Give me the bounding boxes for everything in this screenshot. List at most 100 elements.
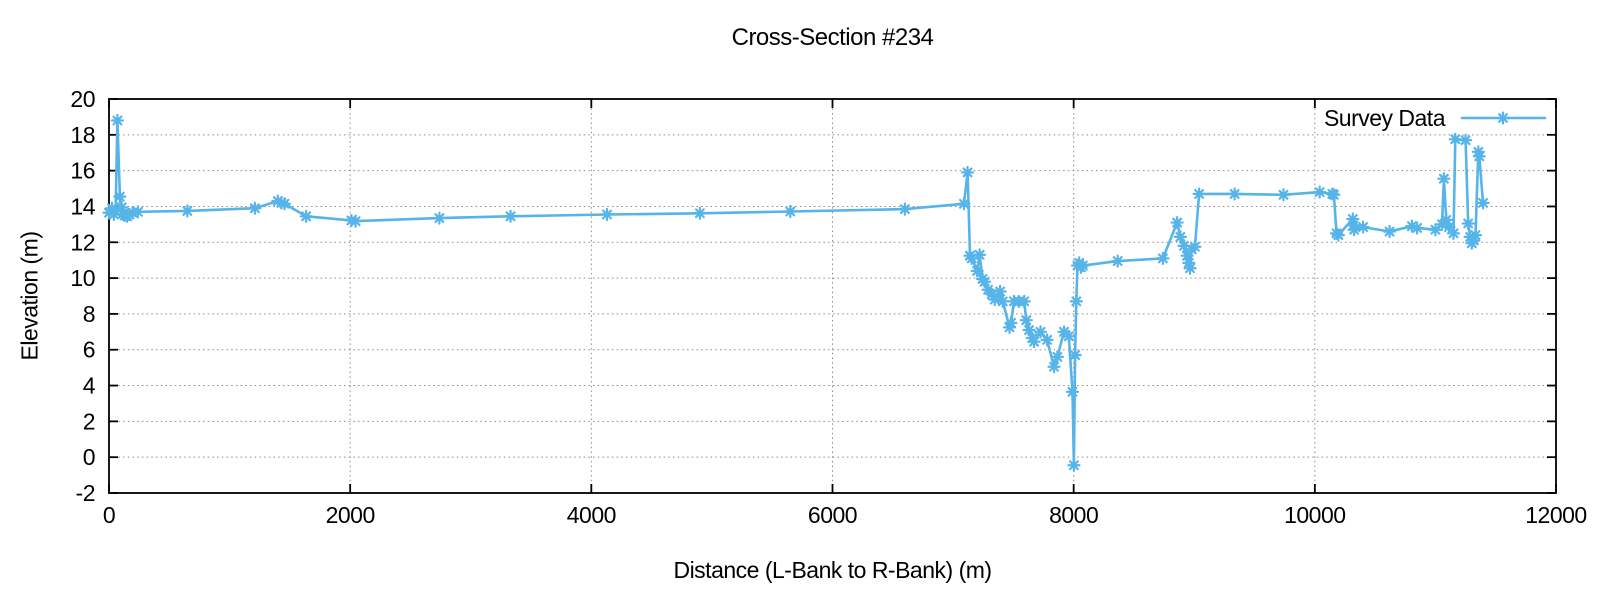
data-point-marker [1276,188,1291,202]
data-point-marker [1027,335,1041,349]
data-point-marker [1002,320,1017,334]
data-point-marker [960,165,975,180]
data-point-marker [600,207,614,222]
data-point-marker [978,275,992,289]
data-point-marker [1356,220,1370,234]
y-tick-label: 12 [70,229,95,255]
data-point-marker [271,194,285,208]
data-point-marker [988,292,1002,307]
data-point-marker [299,209,313,223]
data-point-marker [107,207,121,222]
y-tick-label: 14 [70,193,95,219]
data-point-marker [1173,230,1187,244]
data-point-marker [503,209,518,223]
y-tick-label: -2 [76,480,95,506]
data-point-marker [1313,185,1327,199]
y-tick-label: 10 [70,265,95,291]
data-point-marker [1069,294,1083,308]
y-axis-title: Elevation (m) [16,231,43,361]
data-point-marker [115,200,129,214]
x-axis-title: Distance (L-Bank to R-Bank) (m) [673,557,992,583]
data-point-marker [1472,149,1486,163]
data-point-marker [1183,261,1197,275]
data-point-marker [1156,251,1170,265]
data-point-marker [110,113,125,128]
data-point-marker [1347,223,1361,237]
data-point-marker [957,197,971,211]
tick-labels: 0 2000 4000 6000 8000 10000 12000 -2 0 2 4 6 8 10 12 14… [70,86,1587,528]
data-point-marker [1040,333,1054,347]
data-point-marker [1327,188,1341,202]
data-point-marker [1019,313,1033,327]
data-point-marker [783,204,797,219]
gridlines [109,99,1556,493]
data-point-marker [113,190,127,204]
y-tick-label: 0 [83,444,95,470]
x-tick-label: 8000 [1049,502,1098,528]
data-point-marker [1448,132,1462,146]
data-point-marker [965,251,979,265]
data-point-marker [1437,172,1451,186]
x-tick-label: 0 [103,502,115,528]
data-point-marker [1025,331,1039,345]
data-point-marker [693,206,707,220]
data-point-marker [1461,216,1475,231]
data-point-marker [180,204,194,218]
series-markers [102,113,1490,472]
plot-border-and-ticks [108,98,1557,494]
y-tick-label: 8 [83,301,95,327]
data-point-marker [996,294,1010,308]
data-point-marker [898,202,912,216]
x-tick-label: 4000 [567,502,616,528]
legend-key [1460,111,1547,125]
data-point-marker [1004,316,1018,330]
y-tick-label: 20 [70,86,95,112]
data-point-marker [1180,249,1194,263]
y-tick-label: 4 [83,373,96,399]
data-point-marker [1177,239,1191,253]
data-point-marker [1111,254,1125,268]
data-point-marker [1067,458,1081,472]
data-point-marker [985,287,999,301]
data-point-marker [1188,240,1202,254]
data-point-marker [1076,258,1090,273]
data-point-marker [1057,325,1071,339]
data-point-marker [1047,360,1061,374]
y-tick-label: 18 [70,122,95,148]
data-point-marker [1033,325,1048,339]
data-point-marker [1439,213,1453,227]
data-point-marker [1228,187,1242,201]
series-survey-data [102,113,1490,472]
series-line [107,119,1485,467]
data-point-marker [973,248,987,262]
data-point-marker [1068,348,1082,362]
data-point-marker [1446,226,1461,240]
x-tick-label: 10000 [1284,502,1345,528]
data-point-marker [248,201,262,215]
x-tick-label: 6000 [808,502,857,528]
data-point-marker [1331,228,1345,242]
data-point-marker [1170,215,1184,230]
data-point-marker [1017,294,1031,308]
data-point-marker [1050,350,1064,364]
data-point-marker [1468,228,1483,242]
data-point-marker [131,205,145,219]
y-tick-label: 6 [83,337,95,363]
data-point-marker [1442,220,1456,234]
data-point-marker [1062,329,1076,343]
data-point-marker [348,214,363,228]
data-point-marker [970,264,984,278]
data-point-marker [432,211,446,225]
data-point-marker [1192,187,1206,201]
data-point-marker [1467,233,1481,248]
data-point-marker [1410,221,1424,235]
data-point-marker [1382,224,1397,239]
x-tick-label: 2000 [326,502,375,528]
y-tick-label: 2 [83,408,95,434]
legend-label: Survey Data [1323,105,1446,131]
data-point-marker [1065,385,1080,399]
data-point-marker [277,197,292,211]
data-point-marker [1182,256,1196,270]
